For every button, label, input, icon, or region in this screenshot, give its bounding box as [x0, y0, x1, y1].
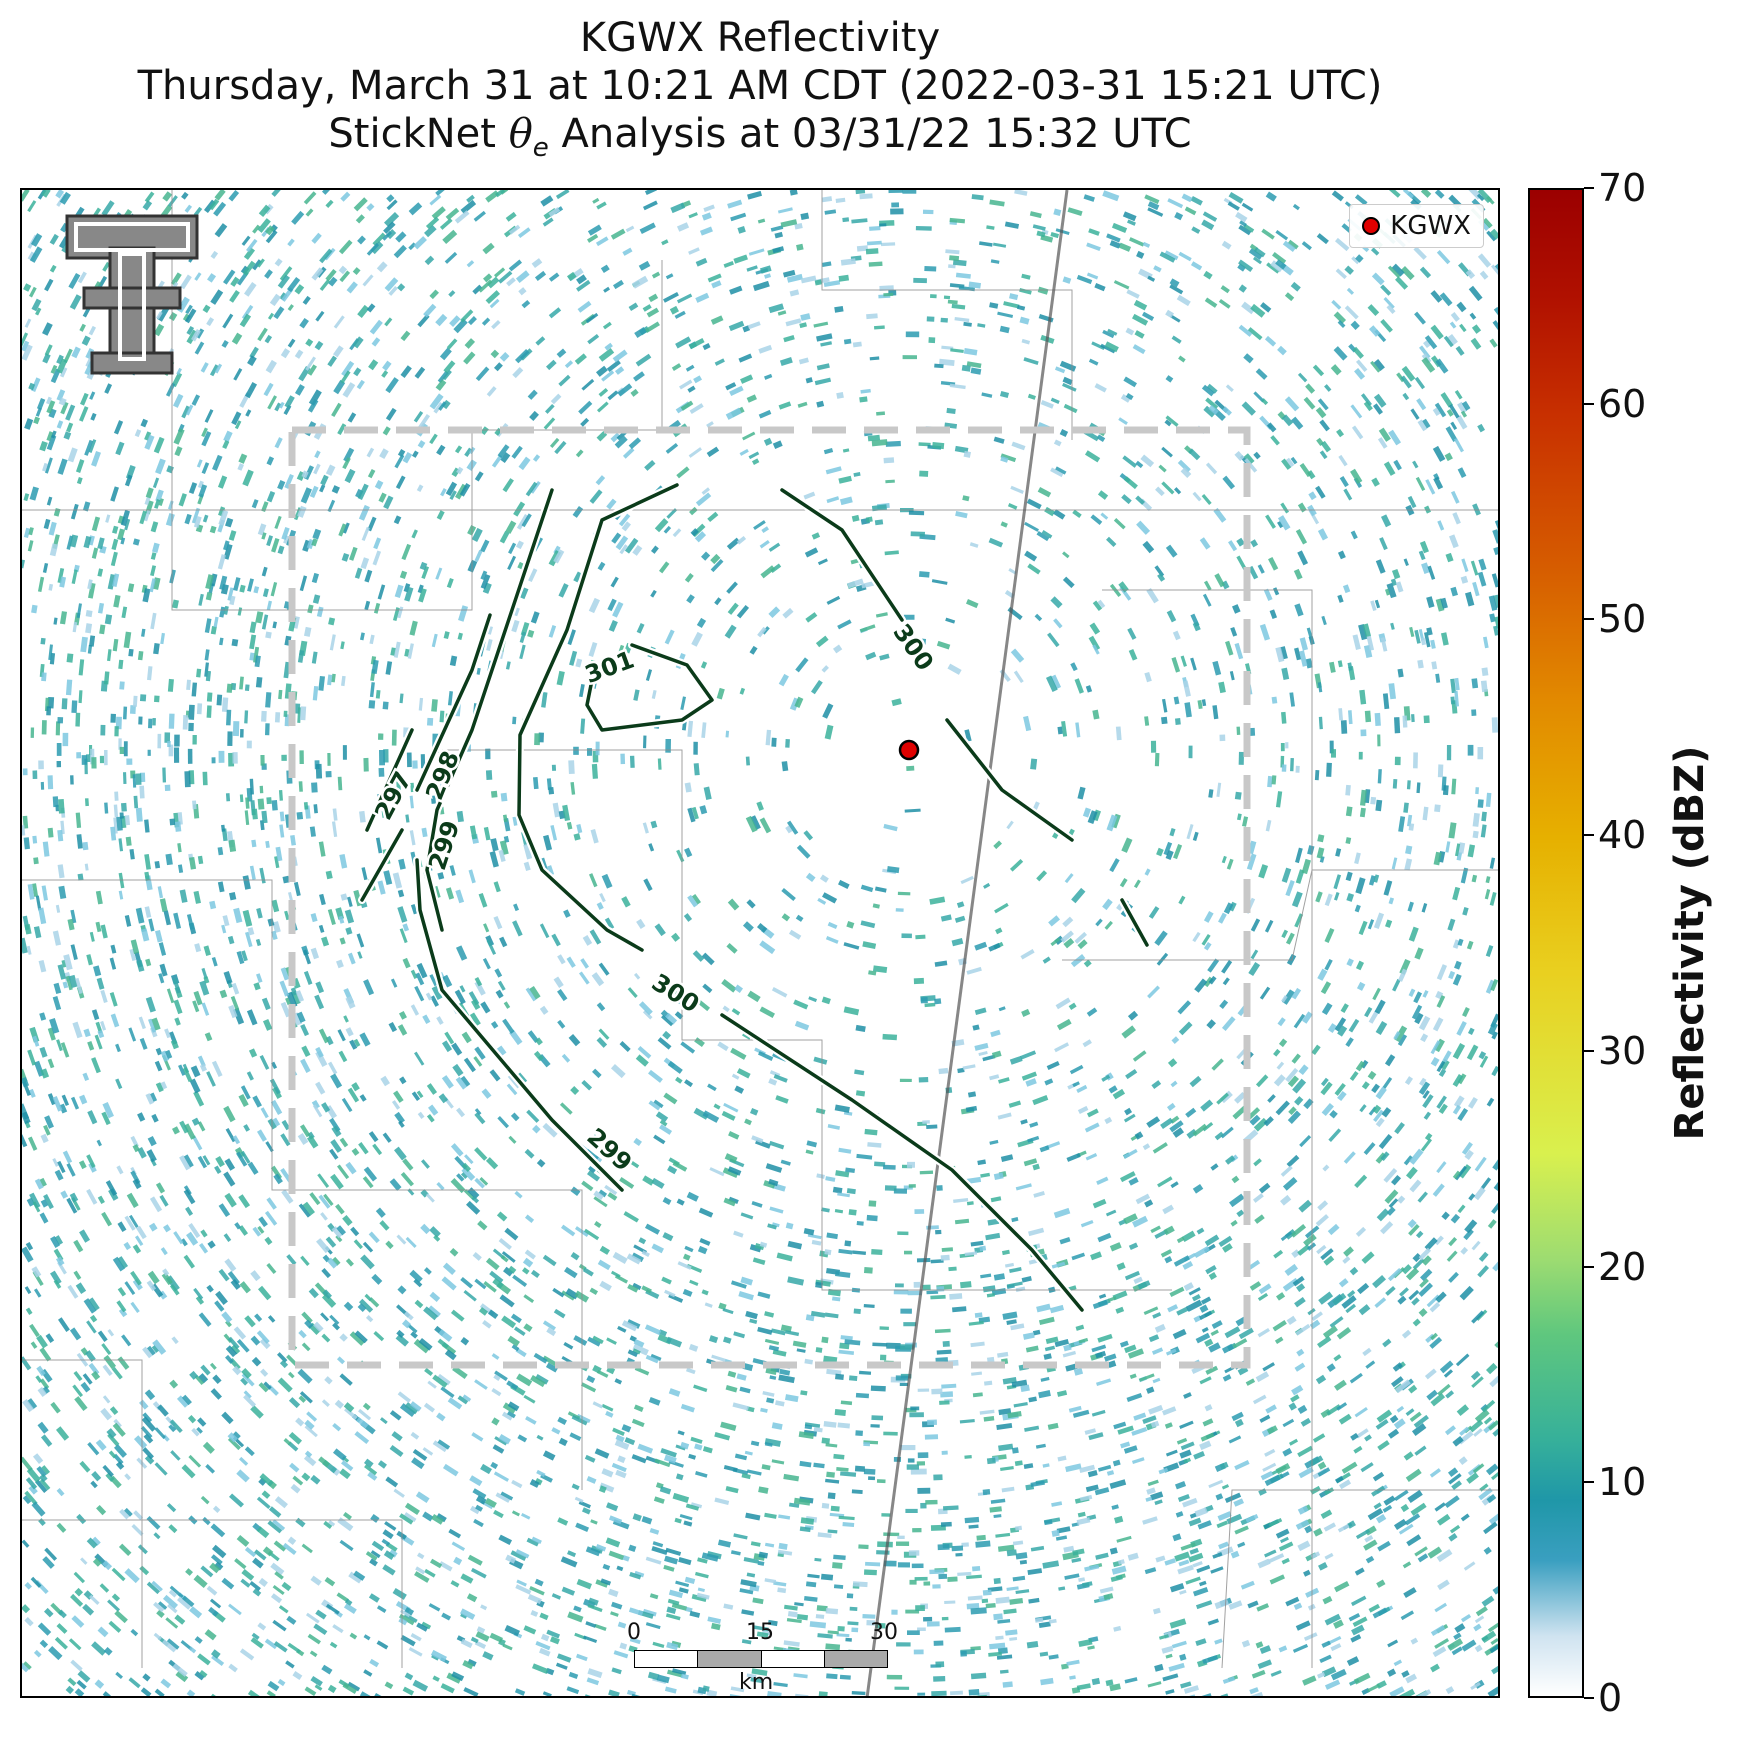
radar-site-legend-marker — [1362, 217, 1381, 235]
contour-299-lower — [415, 858, 624, 1192]
contour-297-lower — [360, 828, 404, 902]
contour-301 — [585, 643, 714, 732]
scalebar-tick-0: 0 — [627, 1620, 641, 1645]
scalebar-tick-30: 30 — [870, 1620, 898, 1645]
contour-label-299-upper: 299 — [423, 817, 465, 873]
colorbar-tick-label: 30 — [1598, 1028, 1647, 1073]
county-boundaries — [22, 190, 1498, 1669]
contour-label-298: 298 — [420, 747, 465, 804]
colorbar-tick-mark — [1584, 618, 1594, 621]
colorbar-tick-mark — [1584, 1697, 1594, 1699]
title-block: KGWX Reflectivity Thursday, March 31 at … — [0, 14, 1520, 172]
map-subtitle-time: Thursday, March 31 at 10:21 AM CDT (2022… — [137, 63, 1383, 109]
contour-label-300-south: 300 — [647, 968, 704, 1018]
scalebar-bar — [634, 1650, 888, 1668]
scalebar-unit: km — [739, 1670, 774, 1695]
contour-300-west — [517, 483, 679, 952]
contour-300-east — [945, 718, 1074, 842]
distance-scalebar: 0 15 30 km — [627, 1620, 898, 1696]
radar-site-marker — [898, 739, 920, 761]
colorbar-tick-mark — [1584, 187, 1594, 189]
map-title: KGWX Reflectivity — [579, 15, 941, 61]
contour-298 — [415, 613, 492, 792]
colorbar-tick-mark — [1584, 834, 1594, 837]
colorbar-tick-label: 10 — [1598, 1460, 1647, 1505]
analysis-domain-box — [288, 426, 1251, 1369]
contour-299 — [425, 488, 554, 932]
contour-297 — [365, 728, 414, 832]
colorbar-tick-mark — [1584, 1049, 1594, 1052]
colorbar-title: Reflectivity (dBZ) — [1667, 745, 1713, 1141]
contour-300-south — [720, 1013, 1084, 1312]
colorbar-tick-mark — [1584, 1481, 1594, 1484]
map-subtitle-analysis: StickNet θe Analysis at 03/31/22 15:32 U… — [0, 110, 1520, 172]
colorbar-tick-label: 40 — [1598, 813, 1647, 858]
contour-label-297: 297 — [369, 767, 417, 824]
reflectivity-echoes — [22, 190, 1498, 1696]
colorbar-tick-mark — [1584, 1265, 1594, 1268]
colorbar-tick-label: 60 — [1598, 381, 1647, 426]
theta-subscript: e — [532, 133, 549, 163]
colorbar-tick-label: 70 — [1598, 166, 1647, 210]
theta-e-contours — [358, 481, 1151, 1314]
contour-label-300-north: 300 — [887, 619, 939, 676]
scalebar-tick-15: 15 — [746, 1620, 774, 1645]
highway-line — [865, 190, 1069, 1696]
colorbar-tick-mark — [1584, 402, 1594, 405]
contour-300-north — [780, 488, 904, 622]
contour-fragment — [1120, 898, 1149, 947]
colorbar-tick-label: 0 — [1598, 1676, 1623, 1720]
colorbar-tick-label: 50 — [1598, 597, 1647, 642]
analysis-prefix: StickNet — [328, 111, 509, 157]
colorbar-tick-label: 20 — [1598, 1244, 1647, 1289]
analysis-suffix: Analysis at 03/31/22 15:32 UTC — [548, 111, 1192, 157]
radar-map[interactable]: 297 298 299 301 300 300 299 — [20, 188, 1500, 1698]
radar-map-canvas: 297 298 299 301 300 300 299 — [22, 190, 1498, 1696]
contour-halo — [943, 716, 1076, 844]
map-legend: KGWX — [1349, 204, 1484, 248]
radar-site-legend-label: KGWX — [1390, 211, 1471, 241]
reflectivity-colorbar — [1528, 188, 1584, 1698]
theta-symbol: θ — [508, 111, 533, 157]
